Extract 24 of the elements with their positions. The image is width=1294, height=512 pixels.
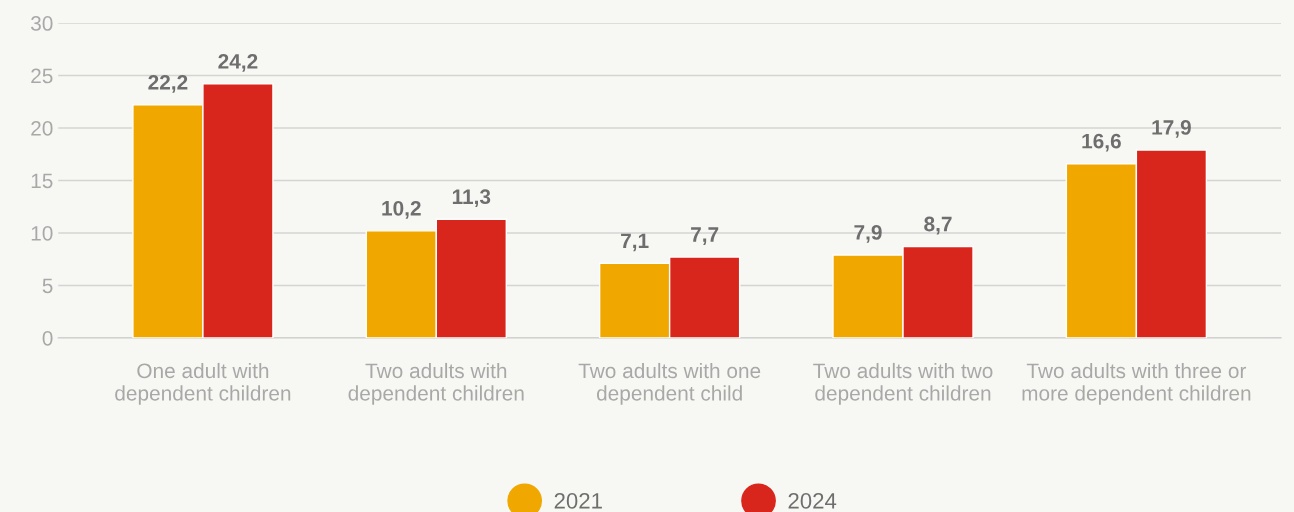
y-tick-label: 15	[31, 173, 53, 189]
data-label: 11,3	[452, 189, 491, 208]
x-tick-label: One adult with dependent children	[115, 362, 291, 405]
x-tick-label: Two adults with three or more dependent children	[1022, 362, 1251, 405]
y-tick-label: 0	[42, 330, 53, 346]
y-tick-label: 10	[31, 225, 53, 241]
data-label: 7,9	[854, 225, 882, 243]
y-tick-label: 5	[42, 278, 53, 294]
data-label: 7,7	[691, 227, 719, 245]
data-label: 7,1	[621, 233, 649, 252]
data-label: 24,2	[218, 53, 258, 72]
legend-label: 2024	[788, 493, 837, 509]
data-label: 10,2	[382, 200, 421, 219]
x-tick-label: Two adults with dependent children	[348, 362, 524, 405]
data-label: 17,9	[1152, 120, 1191, 138]
x-tick-label: Two adults with one dependent child	[578, 362, 761, 405]
data-label: 16,6	[1082, 133, 1121, 152]
y-tick-label: 30	[30, 16, 53, 31]
y-tick-label: 25	[31, 68, 53, 84]
data-label: 22,2	[148, 74, 188, 93]
y-tick-label: 20	[31, 121, 53, 136]
x-tick-label: Two adults with two dependent children	[813, 362, 993, 405]
legend-label: 2021	[554, 493, 602, 509]
data-label: 8,7	[924, 216, 952, 235]
